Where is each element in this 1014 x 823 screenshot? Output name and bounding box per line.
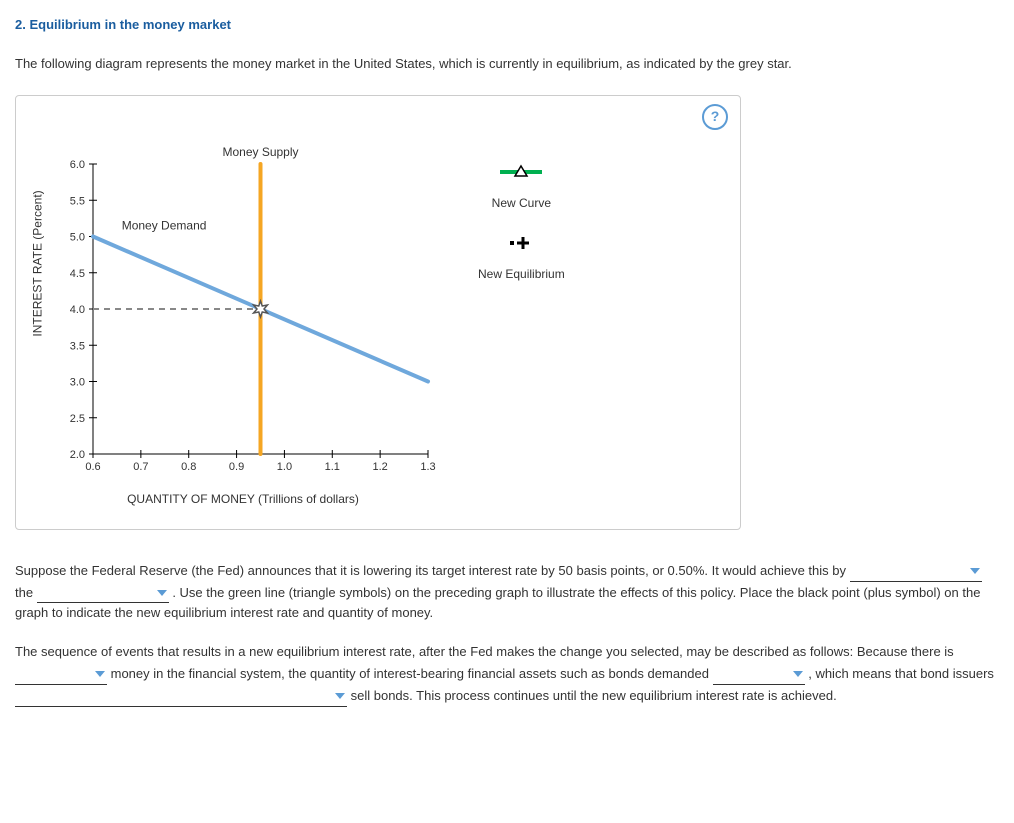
paragraph-sequence: The sequence of events that results in a… — [15, 642, 999, 706]
svg-text:3.0: 3.0 — [70, 376, 85, 388]
dropdown-demand-dir[interactable] — [713, 663, 805, 685]
graph-panel: ? INTEREST RATE (Percent) 2.0 2.5 3.0 3.5 4.… — [15, 95, 741, 530]
chevron-down-icon — [793, 671, 803, 677]
chevron-down-icon — [157, 590, 167, 596]
svg-text:5.5: 5.5 — [70, 195, 85, 207]
svg-text:1.1: 1.1 — [325, 461, 340, 473]
new-equilibrium-tool[interactable] — [478, 235, 565, 257]
dropdown-more-less[interactable] — [15, 663, 107, 685]
svg-text:1.2: 1.2 — [372, 461, 387, 473]
new-curve-label: New Curve — [478, 194, 565, 213]
chevron-down-icon — [970, 568, 980, 574]
svg-text:1.3: 1.3 — [420, 461, 435, 473]
svg-text:6.0: 6.0 — [70, 159, 85, 171]
svg-text:2.5: 2.5 — [70, 412, 85, 424]
question-number: 2. — [15, 17, 26, 32]
dropdown-issuer-action[interactable] — [15, 685, 347, 707]
svg-text:Money Supply: Money Supply — [222, 145, 298, 159]
svg-text:0.9: 0.9 — [229, 461, 244, 473]
svg-text:0.7: 0.7 — [133, 461, 148, 473]
dropdown-action[interactable] — [850, 560, 982, 582]
dropdown-target[interactable] — [37, 582, 169, 604]
chevron-down-icon — [335, 693, 345, 699]
p3-text-3: , which means that bond issuers — [808, 666, 994, 681]
svg-text:0.8: 0.8 — [181, 461, 196, 473]
y-axis-label: INTEREST RATE (Percent) — [28, 316, 47, 336]
question-title-text: Equilibrium in the money market — [29, 17, 231, 32]
money-market-plot[interactable]: 2.0 2.5 3.0 3.5 4.0 4.5 5.0 5.5 6.0 0.6 0.7 0.8 0.9 1… — [48, 144, 438, 484]
svg-text:4.5: 4.5 — [70, 267, 85, 279]
intro-text: The following diagram represents the mon… — [15, 54, 999, 75]
chevron-down-icon — [95, 671, 105, 677]
x-axis-label: QUANTITY OF MONEY (Trillions of dollars) — [127, 490, 359, 509]
p3-text-4: sell bonds. This process continues until… — [351, 688, 837, 703]
help-button[interactable]: ? — [702, 104, 728, 130]
p2-text-2: the — [15, 585, 37, 600]
question-title: 2. Equilibrium in the money market — [15, 15, 999, 36]
svg-text:1.0: 1.0 — [277, 461, 292, 473]
p3-text-2: money in the financial system, the quant… — [111, 666, 713, 681]
svg-text:0.6: 0.6 — [85, 461, 100, 473]
svg-text:4.0: 4.0 — [70, 304, 85, 316]
svg-text:5.0: 5.0 — [70, 231, 85, 243]
p3-text-1: The sequence of events that results in a… — [15, 644, 954, 659]
svg-text:2.0: 2.0 — [70, 449, 85, 461]
svg-text:Money Demand: Money Demand — [122, 218, 207, 232]
new-equilibrium-label: New Equilibrium — [478, 265, 565, 284]
svg-text:3.5: 3.5 — [70, 340, 85, 352]
paragraph-policy: Suppose the Federal Reserve (the Fed) an… — [15, 560, 999, 624]
tool-legend: New Curve New Equilibrium — [478, 144, 565, 509]
p2-text-1: Suppose the Federal Reserve (the Fed) an… — [15, 563, 850, 578]
new-curve-tool[interactable] — [478, 164, 565, 186]
